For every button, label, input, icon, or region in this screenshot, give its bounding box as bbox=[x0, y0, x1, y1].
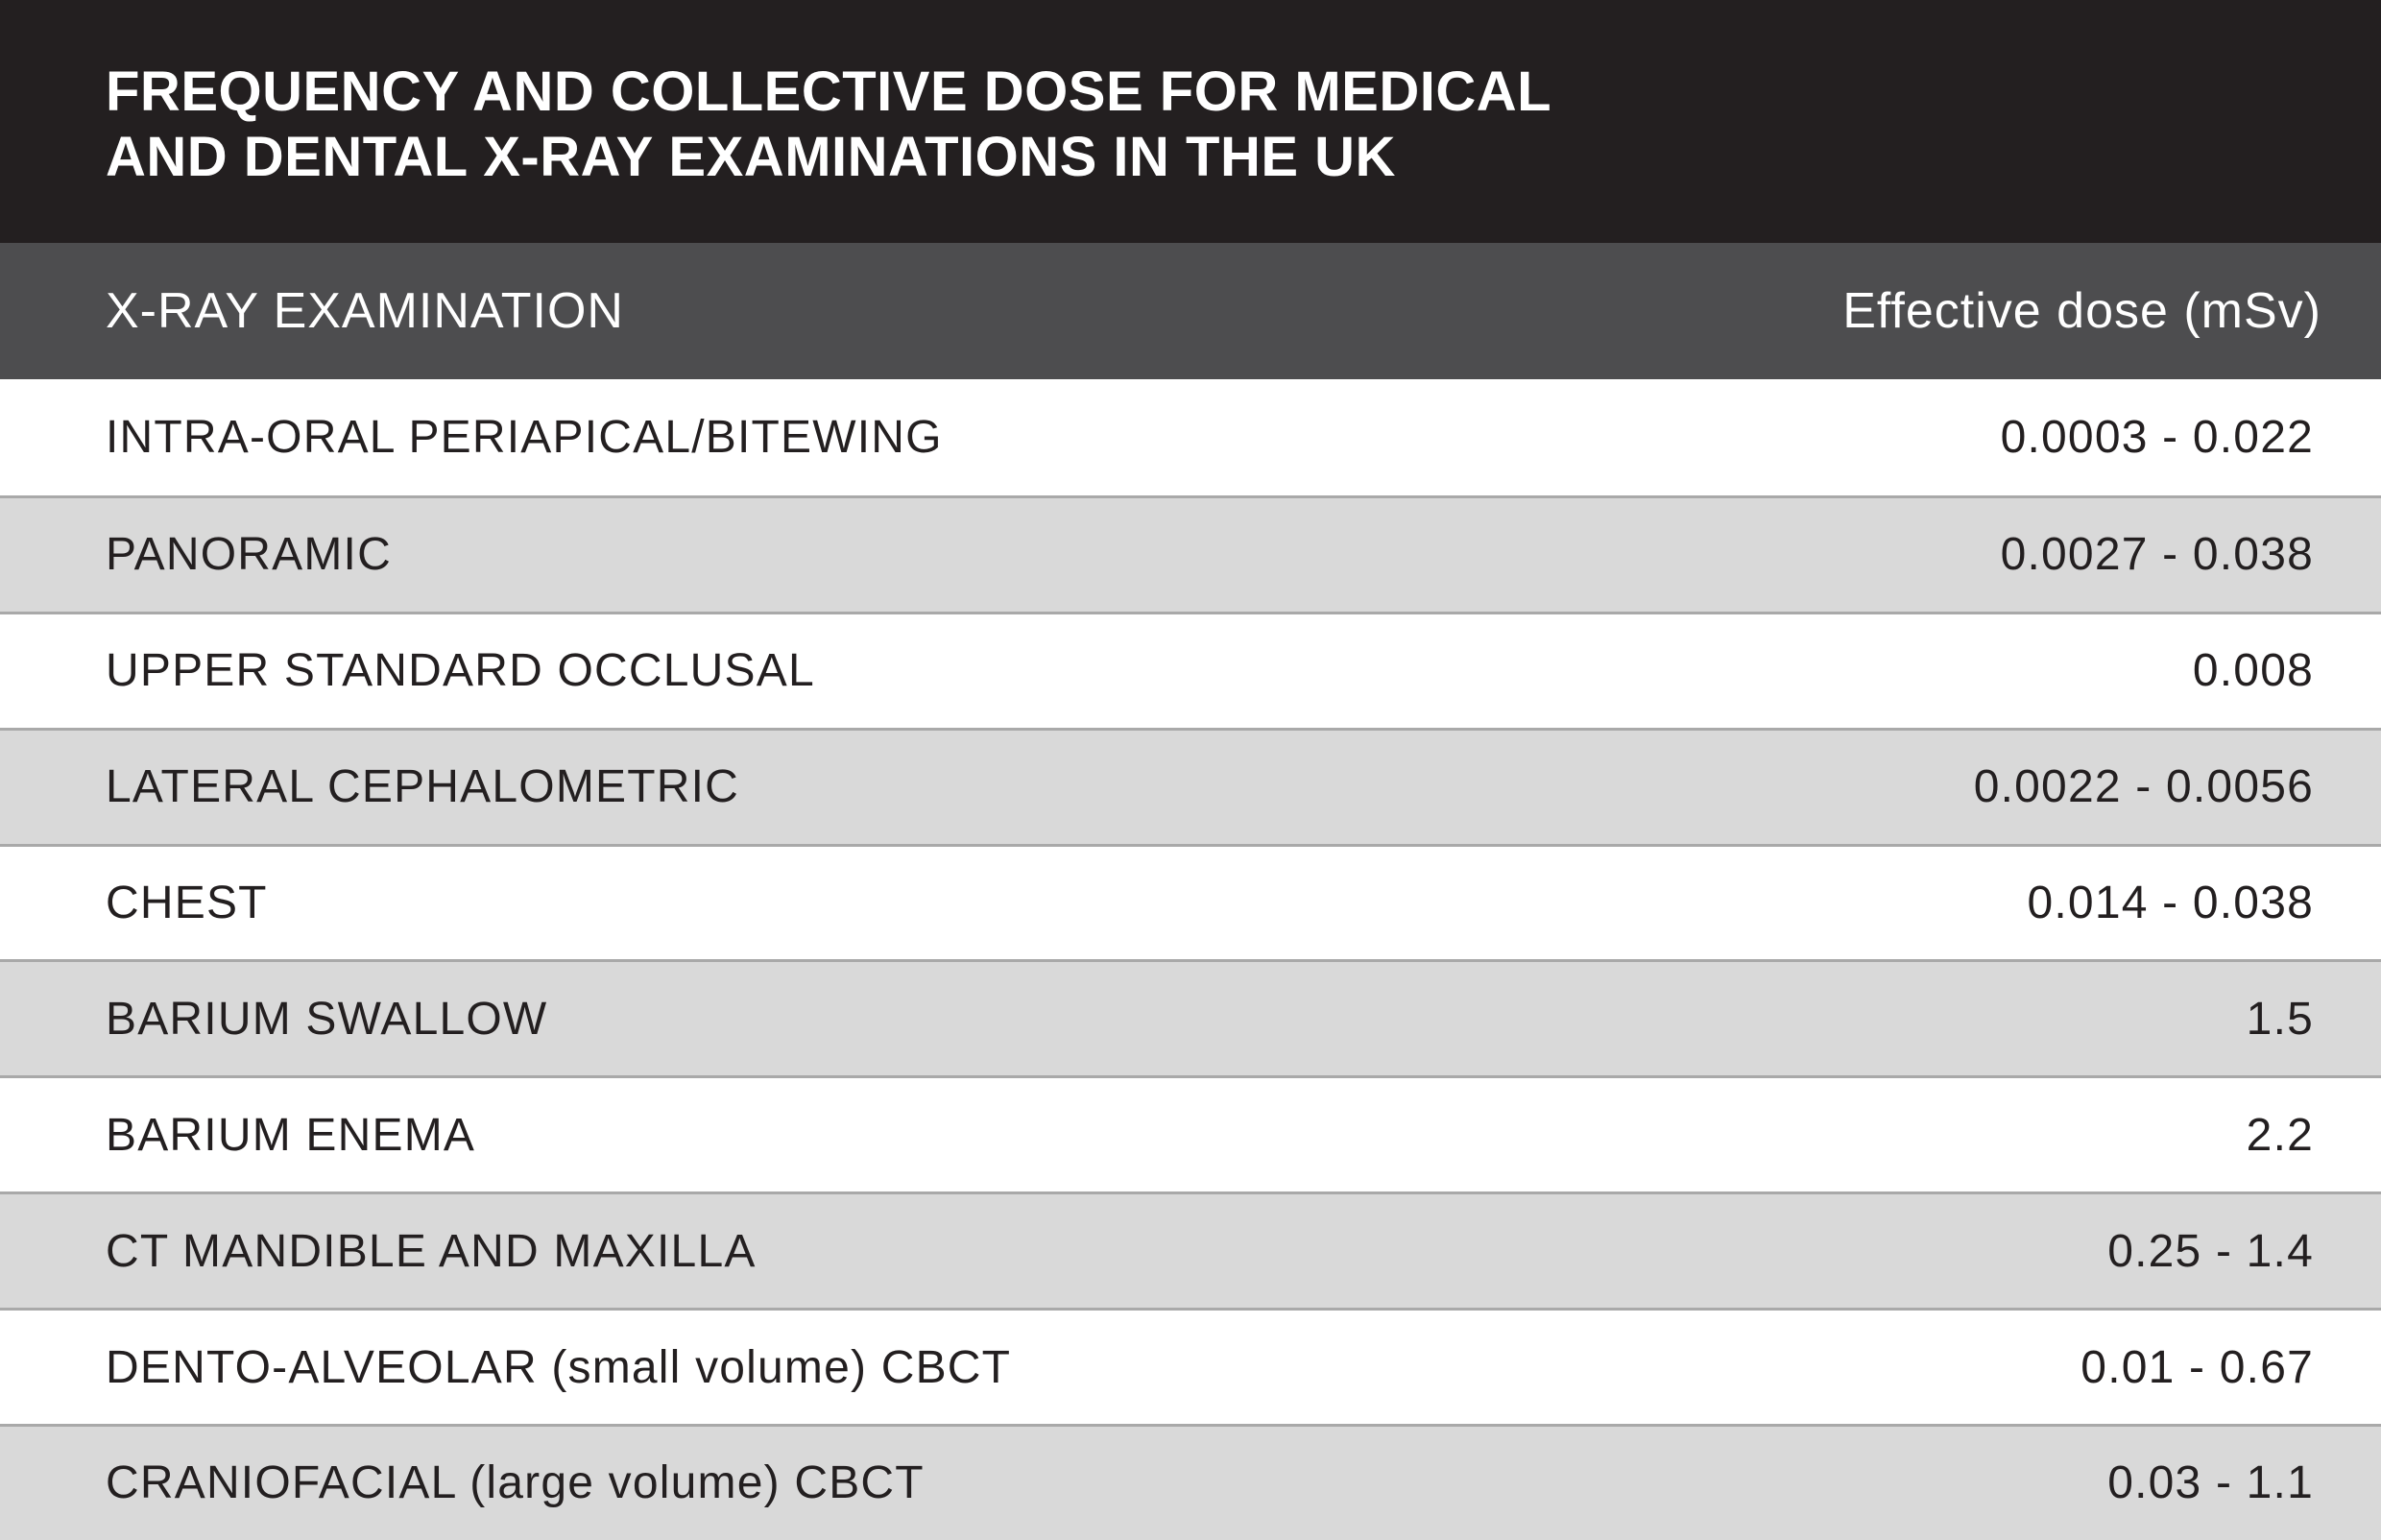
column-header-examination: X-RAY EXAMINATION bbox=[106, 283, 624, 339]
table-body: INTRA-ORAL PERIAPICAL/BITEWING 0.0003 - 0… bbox=[0, 379, 2381, 1540]
table-row: UPPER STANDARD OCCLUSAL 0.008 bbox=[0, 611, 2381, 728]
examination-cell: UPPER STANDARD OCCLUSAL bbox=[106, 645, 815, 697]
dose-cell: 0.25 - 1.4 bbox=[2107, 1225, 2314, 1277]
examination-cell: CRANIOFACIAL (large volume) CBCT bbox=[106, 1457, 925, 1509]
title-bar: FREQUENCY AND COLLECTIVE DOSE FOR MEDICA… bbox=[0, 0, 2381, 243]
dose-cell: 1.5 bbox=[2246, 993, 2314, 1045]
examination-cell: DENTO-ALVEOLAR (small volume) CBCT bbox=[106, 1341, 1012, 1393]
dose-cell: 0.014 - 0.038 bbox=[2027, 878, 2314, 928]
examination-cell: PANORAMIC bbox=[106, 529, 392, 581]
page-title-line-2: AND DENTAL X-RAY EXAMINATIONS IN THE UK bbox=[106, 126, 1396, 188]
dose-cell: 0.03 - 1.1 bbox=[2107, 1457, 2314, 1509]
examination-cell: CT MANDIBLE AND MAXILLA bbox=[106, 1225, 757, 1277]
examination-cell: BARIUM SWALLOW bbox=[106, 993, 548, 1045]
table-row: CRANIOFACIAL (large volume) CBCT 0.03 - 1… bbox=[0, 1424, 2381, 1540]
dose-cell: 0.0003 - 0.022 bbox=[2000, 411, 2314, 463]
examination-cell: BARIUM ENEMA bbox=[106, 1109, 476, 1161]
page-title-line-1: FREQUENCY AND COLLECTIVE DOSE FOR MEDICA… bbox=[106, 60, 1552, 123]
table-row: PANORAMIC 0.0027 - 0.038 bbox=[0, 494, 2381, 612]
examination-cell: CHEST bbox=[106, 878, 268, 928]
dose-cell: 0.01 - 0.67 bbox=[2080, 1341, 2314, 1393]
table-row: BARIUM ENEMA 2.2 bbox=[0, 1075, 2381, 1192]
examination-cell: LATERAL CEPHALOMETRIC bbox=[106, 761, 740, 813]
table-row: BARIUM SWALLOW 1.5 bbox=[0, 959, 2381, 1076]
dose-cell: 0.0027 - 0.038 bbox=[2000, 529, 2314, 581]
table-row: LATERAL CEPHALOMETRIC 0.0022 - 0.0056 bbox=[0, 727, 2381, 844]
dose-cell: 0.008 bbox=[2192, 645, 2314, 697]
dose-cell: 2.2 bbox=[2246, 1109, 2314, 1161]
table-header: X-RAY EXAMINATION Effective dose (mSv) bbox=[0, 243, 2381, 379]
table-row: INTRA-ORAL PERIAPICAL/BITEWING 0.0003 - 0… bbox=[0, 379, 2381, 495]
dose-cell: 0.0022 - 0.0056 bbox=[1973, 761, 2314, 813]
column-header-dose: Effective dose (mSv) bbox=[1842, 283, 2321, 339]
table-row: DENTO-ALVEOLAR (small volume) CBCT 0.01 -… bbox=[0, 1308, 2381, 1425]
table-row: CT MANDIBLE AND MAXILLA 0.25 - 1.4 bbox=[0, 1191, 2381, 1309]
table-row: CHEST 0.014 - 0.038 bbox=[0, 843, 2381, 960]
examination-cell: INTRA-ORAL PERIAPICAL/BITEWING bbox=[106, 411, 943, 463]
